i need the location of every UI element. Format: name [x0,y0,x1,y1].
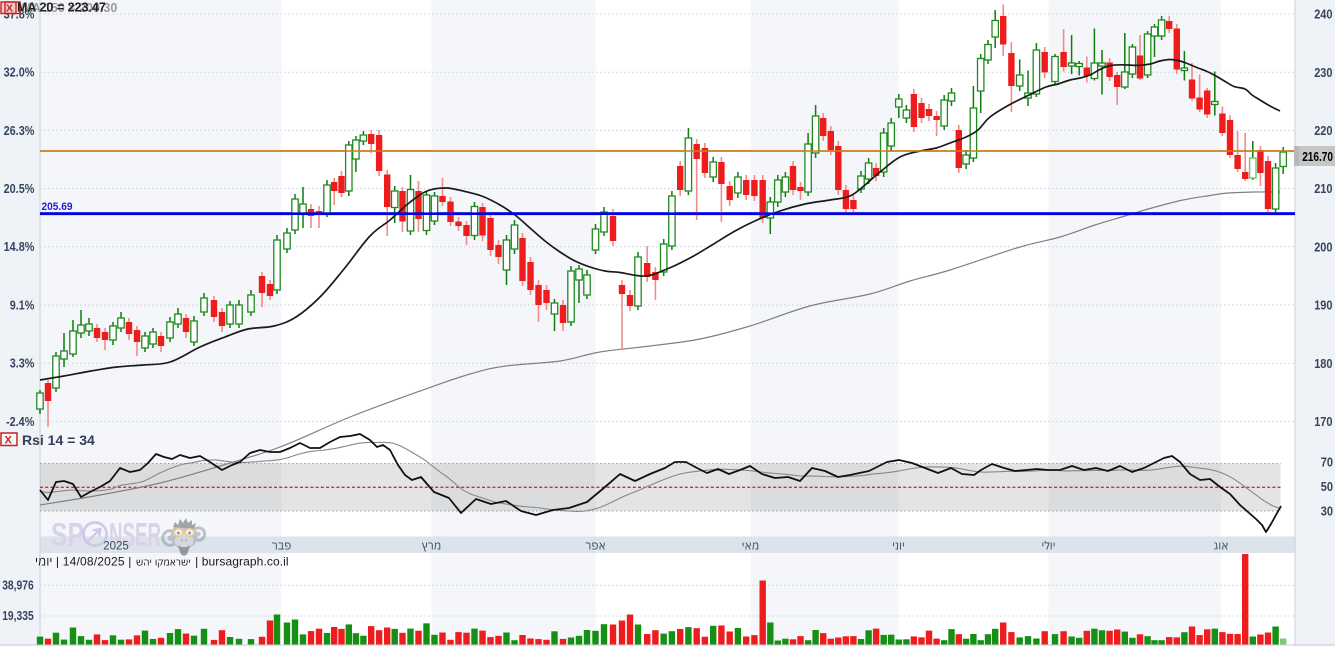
svg-text:50: 50 [1321,480,1333,494]
svg-text:9.1%: 9.1% [10,298,35,312]
svg-text:180: 180 [1314,357,1332,371]
svg-text:26.3%: 26.3% [4,124,35,138]
svg-text:SP: SP [51,516,84,553]
svg-text:NSER: NSER [109,516,161,553]
svg-text:210: 210 [1314,182,1332,196]
svg-text:170: 170 [1314,415,1332,429]
svg-text:19,335: 19,335 [2,609,34,623]
svg-text:MA 150 = 209.30: MA 150 = 209.30 [22,1,118,15]
svg-text:32.0%: 32.0% [4,66,35,80]
svg-text:| bursagraph.co.il: | bursagraph.co.il [195,555,289,569]
svg-text:220: 220 [1314,124,1332,138]
svg-text:240: 240 [1314,8,1332,22]
svg-text:14.8%: 14.8% [4,240,35,254]
svg-text:200: 200 [1314,240,1332,254]
svg-text:20.5%: 20.5% [4,182,35,196]
svg-text:38,976: 38,976 [2,578,34,592]
svg-text:205.69: 205.69 [42,201,73,213]
svg-text:X: X [5,434,13,446]
svg-text:216.70: 216.70 [1302,150,1333,164]
svg-text:MA 20 = 223.47: MA 20 = 223.47 [17,1,106,15]
svg-text:30: 30 [1321,504,1333,518]
svg-text:70: 70 [1321,455,1333,469]
svg-text:190: 190 [1314,299,1332,313]
svg-text:-2.4%: -2.4% [6,415,34,429]
svg-text:230: 230 [1314,66,1332,80]
svg-text:3.3%: 3.3% [10,357,35,371]
svg-text:2025: 2025 [103,541,129,553]
svg-text:X: X [6,2,13,14]
svg-text:| 14/08/2025 |: | 14/08/2025 | [56,555,131,569]
svg-text:Rsi 14 = 34: Rsi 14 = 34 [22,432,95,448]
